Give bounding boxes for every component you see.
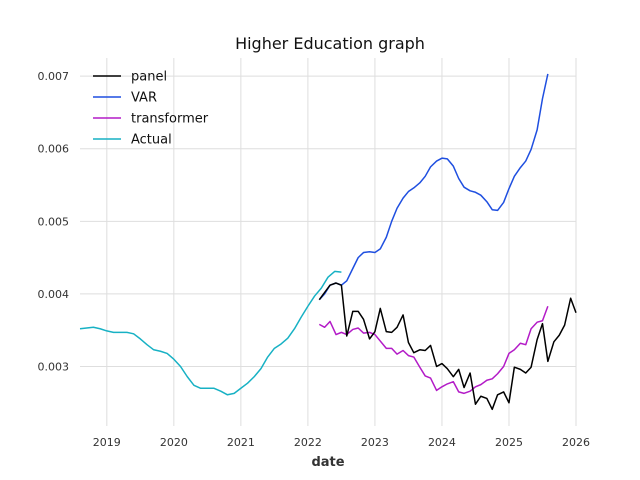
x-tick-label: 2022 <box>294 436 322 449</box>
legend-item-panel: panel <box>93 70 167 85</box>
series-line-actual <box>79 270 342 396</box>
x-axis-label: date <box>311 455 344 470</box>
y-tick-label: 0.003 <box>38 360 70 373</box>
y-tick-label: 0.007 <box>38 70 70 83</box>
legend-label: VAR <box>131 91 157 106</box>
y-tick-label: 0.005 <box>38 215 70 228</box>
grid <box>80 58 577 426</box>
y-tick-label: 0.006 <box>38 143 70 156</box>
x-tick-label: 2023 <box>361 436 389 449</box>
legend-item-actual: Actual <box>93 133 172 148</box>
legend-item-var: VAR <box>93 91 157 106</box>
x-axis-ticks: 2019 2020 2021 2022 2023 2024 2025 2026 <box>93 436 590 449</box>
legend-item-transformer: transformer <box>93 112 209 127</box>
legend-label: Actual <box>131 133 172 148</box>
series-line-panel <box>318 282 577 411</box>
y-tick-label: 0.004 <box>38 288 70 301</box>
series-lines <box>79 73 577 411</box>
x-tick-label: 2020 <box>160 436 188 449</box>
x-tick-label: 2021 <box>227 436 255 449</box>
y-axis-ticks: 0.003 0.004 0.005 0.006 0.007 <box>38 70 70 373</box>
series-line-transformer <box>318 305 549 395</box>
legend-label: panel <box>131 70 167 85</box>
chart-title: Higher Education graph <box>235 34 425 53</box>
x-tick-label: 2019 <box>93 436 121 449</box>
x-tick-label: 2026 <box>562 436 590 449</box>
legend-label: transformer <box>131 112 209 127</box>
x-tick-label: 2025 <box>495 436 523 449</box>
legend: panel VAR transformer Actual <box>93 70 209 148</box>
series-line-var <box>318 73 549 301</box>
x-tick-label: 2024 <box>428 436 456 449</box>
